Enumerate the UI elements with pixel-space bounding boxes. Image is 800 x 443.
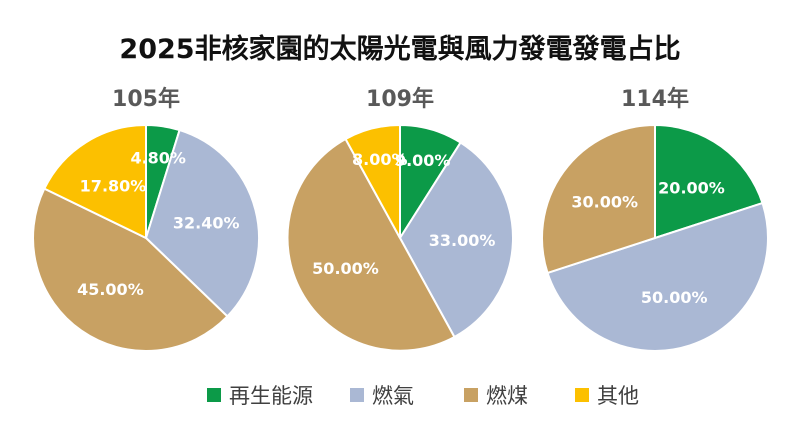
legend-swatch xyxy=(575,388,589,402)
legend-item: 燃煤 xyxy=(464,384,528,408)
data-label: 20.00% xyxy=(658,179,725,198)
legend-swatch xyxy=(464,388,478,402)
legend-label: 燃氣 xyxy=(372,384,414,408)
chart-title: 2025非核家園的太陽光電與風力發電發電占比 xyxy=(119,33,680,65)
legend: 再生能源 燃氣 燃煤 其他 xyxy=(207,384,639,408)
legend-label: 燃煤 xyxy=(486,384,528,408)
data-label: 30.00% xyxy=(571,193,638,212)
pie-chart-2: 109年 9.00% 33.00% 50.00% 8.00% xyxy=(286,86,514,352)
pie-chart-1: 105年 4.80% 32.40% 45.00% 17.80% xyxy=(32,86,260,352)
data-label: 4.80% xyxy=(130,149,186,168)
legend-label: 再生能源 xyxy=(229,384,313,408)
legend-swatch xyxy=(350,388,364,402)
data-label: 33.00% xyxy=(429,231,496,250)
pie-slice-燃煤 xyxy=(32,187,229,352)
data-label: 45.00% xyxy=(77,280,144,299)
pie-slice-其他 xyxy=(344,123,401,239)
pie-slice-燃氣 xyxy=(144,128,260,318)
pie-slice-燃氣 xyxy=(546,201,769,352)
pie-title: 114年 xyxy=(621,86,689,112)
legend-swatch xyxy=(207,388,221,402)
pie-chart-3: 114年 20.00% 50.00% 30.00% xyxy=(541,86,769,352)
pie-slice-再生能源 xyxy=(654,123,764,240)
legend-item: 其他 xyxy=(575,384,639,408)
data-label: 17.80% xyxy=(80,176,147,195)
legend-label: 其他 xyxy=(597,384,639,408)
pie-slice-其他 xyxy=(43,123,147,240)
data-label: 32.40% xyxy=(173,214,240,233)
legend-item: 再生能源 xyxy=(207,384,313,408)
legend-item: 燃氣 xyxy=(350,384,414,408)
pie-title: 105年 xyxy=(112,86,180,112)
data-label: 8.00% xyxy=(352,150,408,169)
pie-title: 109年 xyxy=(366,86,434,112)
pie-slice-燃煤 xyxy=(286,137,456,352)
pies-group: 105年 4.80% 32.40% 45.00% 17.80% 109年 9.00% 33.0… xyxy=(32,86,769,352)
data-label: 9.00% xyxy=(395,151,451,170)
data-label: 50.00% xyxy=(641,288,708,307)
data-label: 50.00% xyxy=(312,259,379,278)
pie-slice-燃煤 xyxy=(541,123,656,275)
